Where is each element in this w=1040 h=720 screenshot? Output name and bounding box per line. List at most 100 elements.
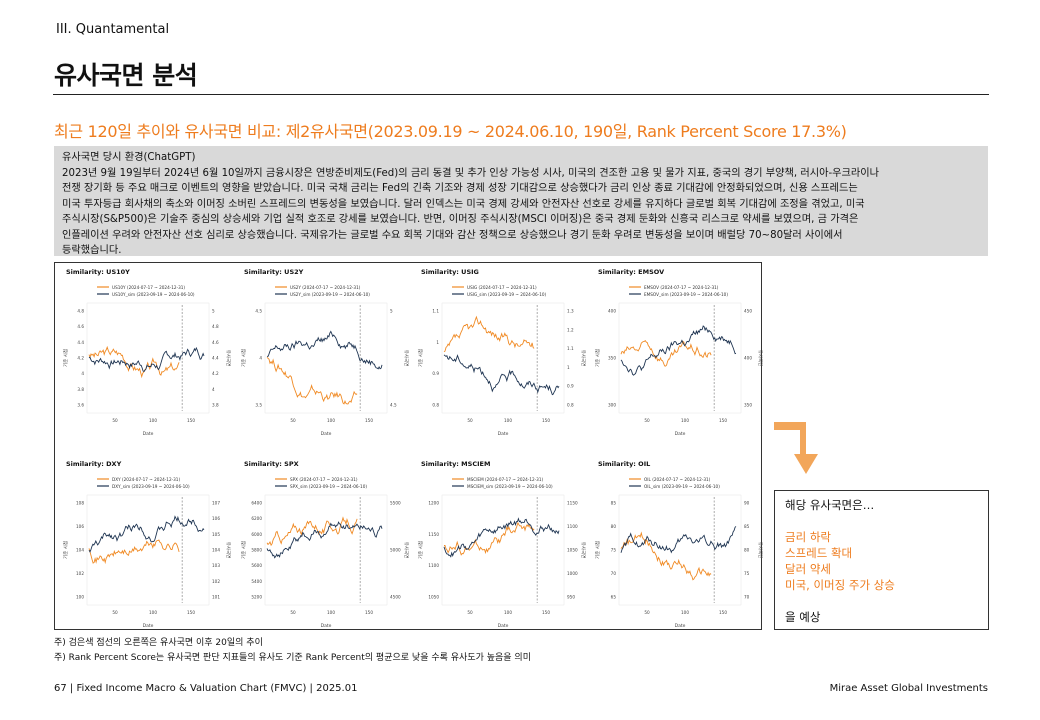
legend-label: MSCIEM (2024-07-17 ~ 2024-12-31) [467, 477, 543, 482]
chart-svg: EMSOV (2024-07-17 ~ 2024-12-31) EMSOV_sim… [594, 285, 764, 437]
axis-label-y-right: 유사국면 [403, 542, 410, 559]
tick-label-x: 100 [149, 610, 157, 615]
tick-label-right: 1.2 [567, 327, 574, 332]
tick-label-right: 70 [744, 595, 750, 600]
tick-label-left: 1100 [428, 563, 439, 568]
tick-label-left: 300 [608, 403, 616, 408]
tick-label-right: 950 [567, 595, 575, 600]
tick-label-right: 104 [212, 548, 220, 553]
axis-label-y-right: 유사국면 [225, 350, 232, 367]
chart-title: Similarity: US10Y [66, 268, 130, 276]
conclusion-box: 해당 유사국면은… 금리 하락 스프레드 확대 달러 약세 미국, 이머징 주가… [774, 490, 989, 630]
tick-label-x: 100 [681, 610, 689, 615]
series-line-sim [88, 515, 205, 553]
tick-label-right: 4.8 [212, 324, 219, 329]
axis-label-y-left: 기준 시점 [62, 541, 69, 559]
tick-label-right: 0.8 [567, 403, 574, 408]
legend-label: US2Y (2024-07-17 ~ 2024-12-31) [290, 285, 361, 290]
plot-area [264, 494, 388, 606]
page-title: 유사국면 분석 [54, 61, 198, 90]
tick-label-right: 4.4 [212, 356, 219, 361]
tick-label-right: 4.5 [390, 403, 397, 408]
axis-label-x: Date [675, 623, 686, 629]
series-line-recent [443, 315, 535, 353]
chart-svg: DXY (2024-07-17 ~ 2024-12-31) DXY_sim (20… [62, 477, 232, 629]
axis-label-x: Date [143, 623, 154, 629]
legend-label: USIG_sim (2023-09-19 ~ 2024-06-10) [467, 292, 547, 297]
series-line-sim [88, 346, 205, 373]
legend-label: OIL (2024-07-17 ~ 2024-12-31) [644, 477, 711, 482]
axis-label-x: Date [143, 431, 154, 437]
tick-label-left: 6200 [251, 516, 262, 521]
tick-label-right: 5 [212, 309, 215, 314]
tick-label-left: 3.5 [255, 403, 262, 408]
title-divider [53, 94, 989, 95]
chart-legend: DXY (2024-07-17 ~ 2024-12-31) DXY_sim (20… [97, 477, 190, 489]
similarity-chart-grid: Similarity: US10Y US10Y (2024-07-17 ~ 202… [54, 262, 765, 630]
chart-svg: OIL (2024-07-17 ~ 2024-12-31) OIL_sim (20… [594, 477, 764, 629]
tick-label-x: 150 [187, 610, 195, 615]
plot-area [86, 494, 210, 606]
chart-title: Similarity: US2Y [244, 268, 304, 276]
chart-legend: MSCIEM (2024-07-17 ~ 2024-12-31) MSCIEM_s… [452, 477, 553, 489]
tick-label-right: 450 [744, 309, 752, 314]
tick-label-right: 5 [390, 309, 393, 314]
chart-panel: Similarity: EMSOV EMSOV (2024-07-17 ~ 202… [589, 265, 765, 445]
tick-label-right: 0.9 [567, 384, 574, 389]
tick-label-right: 85 [744, 524, 750, 529]
tick-label-x: 50 [290, 418, 296, 423]
tick-label-x: 50 [290, 610, 296, 615]
chart-subtitle: 최근 120일 추이와 유사국면 비교: 제2유사국면(2023.09.19 ~… [54, 122, 847, 141]
tick-label-x: 100 [681, 418, 689, 423]
tick-label-x: 100 [327, 418, 335, 423]
plot-area [86, 302, 210, 414]
plot-area [618, 494, 742, 606]
legend-label: US10Y_sim (2023-09-19 ~ 2024-06-10) [112, 292, 195, 297]
tick-label-right: 105 [212, 532, 220, 537]
chart-title: Similarity: OIL [598, 460, 651, 468]
axis-label-y-right: 유사국면 [403, 350, 410, 367]
tick-label-left: 106 [76, 524, 84, 529]
tick-label-left: 65 [611, 595, 617, 600]
tick-label-right: 101 [212, 595, 220, 600]
environment-line: 2023년 9월 19일부터 2024년 6월 10일까지 금융시장은 연방준비… [62, 167, 880, 179]
axis-label-x: Date [498, 431, 509, 437]
tick-label-x: 150 [542, 610, 550, 615]
legend-label: SPX (2024-07-17 ~ 2024-12-31) [290, 477, 358, 482]
tick-label-right: 1150 [567, 501, 578, 506]
tick-label-right: 1100 [567, 524, 578, 529]
tick-label-right: 75 [744, 571, 750, 576]
tick-label-left: 4.5 [255, 309, 262, 314]
tick-label-right: 4500 [390, 595, 401, 600]
tick-label-x: 50 [467, 610, 473, 615]
tick-label-right: 1050 [567, 548, 578, 553]
tick-label-left: 102 [76, 571, 84, 576]
tick-label-x: 150 [719, 610, 727, 615]
chart-legend: USIG (2024-07-17 ~ 2024-12-31) USIG_sim (… [452, 285, 547, 297]
tick-label-right: 1.3 [567, 309, 574, 314]
series-line-sim [266, 521, 383, 559]
axis-label-y-right: 유사국면 [580, 542, 587, 559]
tick-label-left: 0.8 [432, 403, 439, 408]
tick-label-left: 350 [608, 356, 616, 361]
tick-label-left: 4.8 [77, 309, 84, 314]
axis-label-y-left: 기준 시점 [240, 349, 247, 367]
chart-legend: US2Y (2024-07-17 ~ 2024-12-31) US2Y_sim (… [275, 285, 370, 297]
series-line-sim [266, 330, 383, 370]
axis-label-y-right: 유사국면 [757, 350, 764, 367]
tick-label-right: 3.8 [212, 403, 219, 408]
axis-label-y-left: 기준 시점 [417, 349, 424, 367]
axis-label-y-right: 유사국면 [225, 542, 232, 559]
tick-label-right: 400 [744, 356, 752, 361]
tick-label-right: 5500 [390, 501, 401, 506]
axis-label-y-left: 기준 시점 [594, 541, 601, 559]
tick-label-x: 50 [112, 610, 118, 615]
tick-label-right: 80 [744, 548, 750, 553]
legend-label: MSCIEM_sim (2023-09-19 ~ 2024-06-10) [467, 484, 553, 489]
tick-label-right: 107 [212, 501, 220, 506]
chart-title: Similarity: SPX [244, 460, 299, 468]
footer-left: 67 | Fixed Income Macro & Valuation Char… [54, 683, 358, 694]
axis-label-x: Date [321, 623, 332, 629]
tick-label-left: 108 [76, 501, 84, 506]
chart-panel: Similarity: OIL OIL (2024-07-17 ~ 2024-12… [589, 457, 765, 637]
